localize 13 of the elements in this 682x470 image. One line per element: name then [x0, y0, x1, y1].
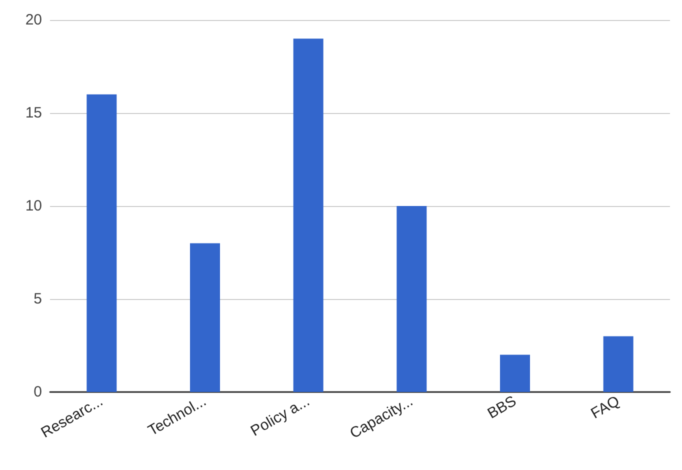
x-tick-label: BBS [484, 392, 520, 422]
bar [396, 206, 427, 392]
bar [86, 94, 117, 392]
bar [293, 38, 324, 392]
y-tick-label: 20 [25, 12, 42, 28]
y-tick-label: 5 [34, 290, 42, 308]
y-tick-label: 0 [34, 384, 42, 400]
y-tick-label: 15 [25, 104, 42, 122]
bar [603, 336, 634, 392]
y-tick-label: 10 [25, 198, 42, 214]
bar [500, 354, 530, 392]
x-tick-label: FAQ [588, 392, 623, 422]
bar [190, 243, 220, 392]
